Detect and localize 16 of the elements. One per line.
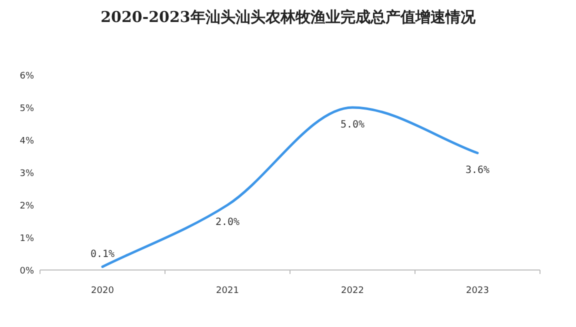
- x-tick-label: 2022: [341, 286, 364, 296]
- data-label: 0.1%: [90, 248, 115, 260]
- y-tick-label: 0%: [20, 266, 34, 276]
- y-tick-label: 4%: [20, 136, 34, 146]
- y-tick-label: 2%: [20, 202, 34, 212]
- x-tick-label: 2021: [216, 286, 239, 296]
- data-label: 5.0%: [340, 120, 365, 130]
- y-tick-label: 1%: [20, 234, 34, 244]
- y-tick-label: 6%: [20, 72, 34, 82]
- chart-title: 2020-2023年汕头汕头农林牧渔业完成总产值增速情况: [100, 8, 476, 26]
- data-label: 2.0%: [215, 217, 240, 228]
- x-tick-label: 2020: [91, 286, 114, 296]
- data-label: 3.6%: [465, 165, 490, 176]
- y-tick-label: 3%: [20, 169, 34, 179]
- x-tick-label: 2023: [466, 286, 489, 296]
- y-tick-label: 5%: [20, 104, 34, 114]
